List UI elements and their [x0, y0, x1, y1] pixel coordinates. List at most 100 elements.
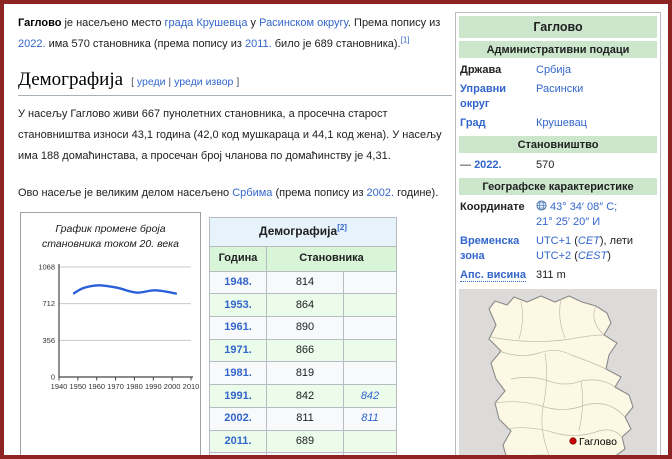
infobox-title: Гаглово	[459, 16, 657, 38]
link-census-2022-infobox[interactable]: 2022.	[474, 159, 502, 171]
ethnicity-paragraph: Ово насеље је великим делом насељено Срб…	[18, 183, 452, 204]
link-alt-population[interactable]: 811	[361, 412, 379, 425]
section-title: Демографија	[18, 69, 124, 90]
paragraph-line: У насељу Гаглово живи 667 пунолетних ста…	[18, 108, 388, 120]
link-census-year[interactable]: 2011.	[224, 434, 252, 447]
chart-title: График промене броја становника током 20…	[42, 223, 179, 250]
table-row: 1961. 890	[209, 316, 397, 340]
link-krusevac[interactable]: Крушевац	[536, 117, 587, 129]
column-header-population: Становника	[266, 245, 397, 272]
section-heading-demography: Демографија [ уреди | уреди извор ]	[18, 69, 452, 96]
intro-text: је насељено место	[61, 17, 165, 29]
link-timezone-label[interactable]: Временска зона	[460, 235, 520, 262]
paragraph-text: године).	[394, 187, 439, 199]
link-serbia[interactable]: Србија	[536, 64, 572, 76]
population-cell: 890	[266, 316, 344, 340]
tz-text: (	[571, 250, 578, 262]
alt-population-cell	[343, 338, 397, 363]
link-cet[interactable]: CET	[577, 235, 600, 247]
svg-text:1940: 1940	[51, 382, 68, 391]
link-census-2002[interactable]: 2002.	[366, 187, 395, 199]
table-row: 1948. 814	[209, 270, 397, 295]
link-altitude-label[interactable]: Апс. висина	[460, 269, 526, 282]
map-marker-label: Гаглово	[579, 436, 617, 448]
svg-text:1960: 1960	[88, 382, 105, 391]
paragraph-line: има 188 домаћинстава, а просечан број чл…	[18, 150, 391, 162]
infobox-row-coordinates: Координате 43° 34′ 08″ С; 21° 25′ 20″ И	[459, 198, 657, 232]
link-utc2[interactable]: UTC+2	[536, 250, 572, 262]
edit-bracket: [	[131, 76, 134, 88]
timezone-value: UTC+1 (CET), лети UTC+2 (CEST)	[536, 234, 656, 264]
demography-table: Демографија[2] Година Становника 1948. 81…	[209, 217, 397, 455]
link-krusevac-city[interactable]: града Крушевца	[164, 17, 248, 29]
population-cell: 814	[266, 270, 344, 295]
link-serbs[interactable]: Србима	[232, 187, 273, 199]
alt-population-cell[interactable]: 811	[343, 406, 397, 431]
tz-text: (	[571, 235, 578, 247]
population-cell: 689	[266, 429, 344, 454]
coordinates-link[interactable]: 43° 34′ 08″ С; 21° 25′ 20″ И	[536, 201, 618, 228]
intro-text: има 570 становника (према попису из	[45, 38, 245, 50]
dash: —	[460, 159, 471, 171]
svg-text:2010: 2010	[183, 382, 200, 391]
link-rasina-district[interactable]: Расинском округу	[259, 17, 348, 29]
table-row: 2011. 689	[209, 429, 397, 454]
link-census-year[interactable]: 1953.	[224, 298, 252, 311]
edit-pipe: |	[168, 76, 172, 88]
link-census-year[interactable]: 1971.	[224, 344, 252, 357]
demography-paragraph: У насељу Гаглово живи 667 пунолетних ста…	[18, 104, 452, 167]
link-census-year[interactable]: 1991.	[224, 389, 252, 402]
link-census-year[interactable]: 2002.	[224, 412, 252, 425]
link-cest[interactable]: CEST	[577, 250, 608, 262]
tz-text: лети	[609, 235, 634, 247]
link-rasinski[interactable]: Расински	[536, 83, 584, 95]
settlement-infobox: Гаглово Административни подаци Држава Ср…	[455, 12, 661, 455]
serbia-map-image: Гаглово 3	[459, 289, 657, 455]
figures-row: График промене броја становника током 20…	[18, 212, 452, 455]
alt-population-cell	[343, 316, 397, 340]
coordinates-label: Координате	[460, 201, 525, 213]
reference-1-link[interactable]: [1]	[400, 35, 410, 45]
serbia-location-map[interactable]: Гаглово 3	[459, 289, 657, 455]
link-alt-population[interactable]: 842	[360, 389, 380, 402]
population-series-line	[72, 284, 178, 295]
table-row: 2002. 811 811	[209, 406, 397, 431]
edit-link[interactable]: уреди	[136, 76, 166, 88]
link-utc1[interactable]: UTC+1	[536, 235, 572, 247]
infobox-row-timezone: Временска зона UTC+1 (CET), лети UTC+2 (…	[459, 232, 657, 266]
altitude-value: 311 m	[536, 269, 566, 281]
population-cell: 811	[266, 406, 344, 431]
alt-population-cell[interactable]: 842	[343, 384, 397, 408]
link-census-year[interactable]: 1961.	[224, 321, 252, 334]
tz-text: ),	[599, 235, 610, 247]
alt-population-cell	[343, 293, 397, 318]
population-cell: 864	[266, 293, 344, 318]
population-chart-image[interactable]: График промене броја становника током 20…	[20, 212, 201, 455]
edit-bracket: ]	[236, 76, 240, 88]
table-row: 1953. 864	[209, 293, 397, 318]
svg-text:2000: 2000	[164, 382, 181, 391]
column-header-year: Година	[209, 245, 267, 272]
edit-source-link[interactable]: уреди извор	[174, 76, 234, 88]
link-census-2022[interactable]: 2022.	[18, 38, 46, 50]
alt-population-cell	[343, 452, 397, 455]
table-row: 1981. 819	[209, 361, 397, 386]
population-value: 570	[536, 159, 555, 171]
table-title: Демографија[2]	[209, 217, 397, 247]
population-cell: 866	[266, 338, 344, 363]
link-admin-district[interactable]: Управни округ	[460, 83, 507, 110]
link-census-year[interactable]: 1981.	[224, 366, 252, 379]
infobox-row-country: Држава Србија	[459, 61, 657, 80]
link-census-year[interactable]: 1948.	[224, 276, 252, 288]
globe-icon	[536, 200, 547, 211]
link-census-2011[interactable]: 2011.	[244, 38, 272, 50]
svg-text:1980: 1980	[126, 382, 143, 391]
reference-2-link[interactable]: [2]	[337, 223, 347, 233]
infobox-row-district: Управни округ Расински	[459, 80, 657, 114]
alt-population-cell	[343, 429, 397, 454]
article-body: Гаглово је насељено место града Крушевца…	[18, 13, 452, 455]
location-marker-dot	[569, 437, 577, 445]
article-subject: Гаглово	[18, 17, 62, 29]
paragraph-text: Ово насеље је великим делом насељено	[18, 187, 233, 199]
link-city-label[interactable]: Град	[460, 117, 486, 129]
